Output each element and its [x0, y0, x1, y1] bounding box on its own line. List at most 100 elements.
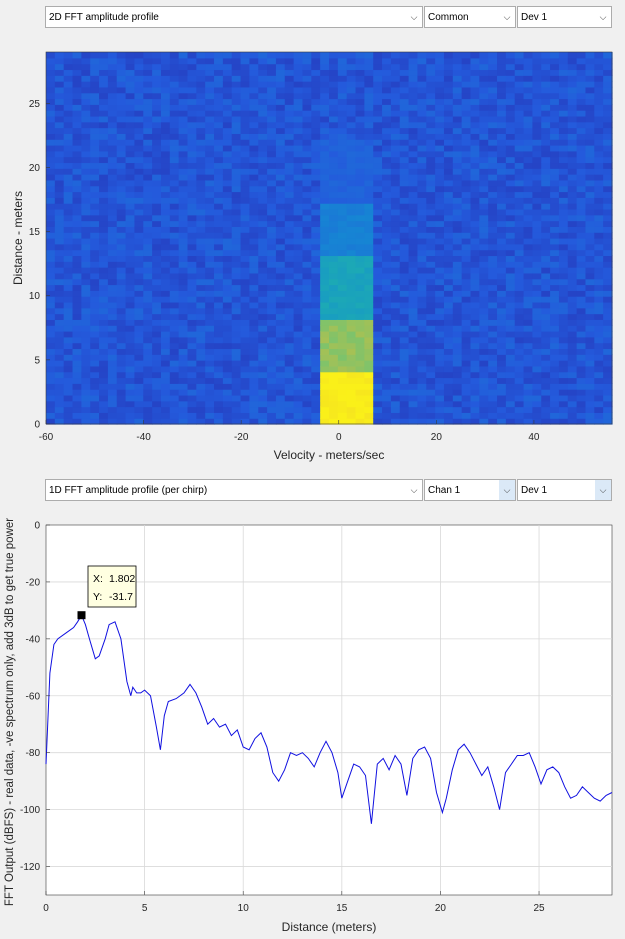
heatmap-cell: [320, 179, 330, 187]
heatmap-cell: [46, 319, 56, 326]
heatmap-cell: [576, 261, 587, 268]
heatmap-cell: [249, 412, 259, 419]
heatmap-cell: [99, 232, 109, 239]
heatmap-cell: [240, 121, 250, 129]
heatmap-cell: [346, 261, 357, 268]
heatmap-cell: [470, 86, 480, 94]
heatmap-cell: [576, 342, 587, 350]
heatmap-cell: [558, 313, 569, 320]
heatmap-cell: [576, 139, 587, 146]
heatmap-cell: [505, 179, 516, 187]
heatmap-cell: [373, 377, 383, 384]
heatmap-cell: [514, 197, 525, 204]
heatmap-cell: [284, 191, 295, 198]
heatmap-cell: [196, 98, 206, 105]
heatmap-cell: [311, 75, 321, 82]
heatmap-cell: [461, 226, 472, 233]
heatmap-cell: [346, 127, 357, 134]
heatmap-cell: [46, 121, 56, 129]
heatmap-cell: [275, 121, 286, 129]
heatmap-cell: [90, 406, 100, 413]
heatmap-cell: [355, 208, 365, 216]
heatmap-cell: [134, 261, 144, 268]
heatmap-cell: [81, 75, 91, 82]
heatmap-cell: [523, 150, 533, 158]
heatmap-cell: [302, 255, 312, 262]
heatmap-cell: [99, 336, 109, 344]
heatmap-cell: [594, 278, 604, 286]
heatmap-cell: [488, 162, 498, 169]
heatmap-cell: [125, 92, 136, 100]
heatmap-cell: [249, 342, 259, 350]
heatmap-cell: [488, 98, 498, 105]
heatmap-cell: [231, 191, 242, 198]
heatmap-cell: [399, 307, 410, 315]
heatmap-cell: [514, 371, 525, 379]
heatmap-cell: [514, 75, 525, 82]
heatmap-cell: [452, 214, 463, 222]
heatmap-cell: [435, 52, 445, 59]
heatmap-cell: [178, 325, 189, 332]
heatmap-cell: [541, 98, 551, 105]
heatmap-cell: [558, 284, 569, 291]
heatmap-cell: [187, 139, 197, 146]
heatmap-cell: [594, 226, 604, 233]
heatmap-cell: [505, 86, 516, 94]
heatmap-cell: [567, 296, 578, 303]
heatmap-cell: [452, 412, 463, 419]
heatmap-cell: [302, 92, 312, 100]
heatmap-cell: [72, 98, 82, 105]
heatmap-cell: [382, 174, 392, 181]
heatmap-cell: [523, 389, 533, 396]
heatmap-cell: [196, 115, 206, 123]
heatmap-cell: [541, 400, 551, 408]
heatmap-cell: [567, 110, 578, 117]
heatmap-cell: [54, 185, 65, 193]
heatmap-cell: [99, 365, 109, 373]
heatmap-cell: [346, 284, 357, 291]
cursor-marker[interactable]: [77, 611, 86, 620]
heatmap-cell: [558, 69, 569, 76]
heatmap-cell: [514, 290, 525, 297]
heatmap-cell: [293, 301, 304, 309]
top-device-select[interactable]: Dev 1 ⌵: [517, 6, 612, 28]
heatmap-cell: [417, 168, 427, 175]
heatmap-cell: [302, 400, 312, 408]
heatmap-cell: [550, 412, 560, 419]
heatmap-cell: [81, 179, 91, 187]
heatmap-cell: [267, 191, 277, 198]
bottom-channel-select[interactable]: Chan 1 ⌵: [424, 479, 516, 501]
heatmap-cell: [160, 197, 171, 204]
heatmap-y-axis-label: Distance - meters: [11, 191, 25, 285]
heatmap-cell: [205, 75, 215, 82]
heatmap-cell: [497, 220, 507, 227]
top-mode-select[interactable]: Common ⌵: [424, 6, 516, 28]
heatmap-cell: [337, 185, 348, 193]
heatmap-cell: [275, 249, 286, 257]
heatmap-cell: [364, 365, 374, 373]
heatmap-cell: [355, 272, 365, 280]
heatmap-cell: [134, 110, 144, 117]
heatmap-cell: [214, 75, 224, 82]
heatmap-cell: [99, 75, 109, 82]
heatmap-cell: [337, 69, 348, 76]
heatmap-cell: [302, 133, 312, 140]
heatmap-cell: [81, 52, 91, 59]
heatmap-cell: [532, 261, 542, 268]
heatmap-cell: [134, 86, 144, 94]
heatmap-cell: [134, 232, 144, 239]
heatmap-cell: [443, 191, 454, 198]
heatmap-cell: [408, 261, 419, 268]
top-view-select[interactable]: 2D FFT amplitude profile ⌵: [45, 6, 423, 28]
heatmap-cell: [116, 354, 127, 361]
heatmap-cell: [320, 115, 330, 123]
heatmap-cell: [311, 255, 321, 262]
heatmap-cell: [320, 313, 330, 320]
heatmap-cell: [585, 267, 595, 274]
bottom-device-select[interactable]: Dev 1 ⌵: [517, 479, 612, 501]
bottom-view-select[interactable]: 1D FFT amplitude profile (per chirp) ⌵: [45, 479, 423, 501]
heatmap-cell: [541, 238, 551, 245]
heatmap-cell: [46, 57, 56, 65]
heatmap-cell: [63, 145, 74, 152]
heatmap-cell: [152, 127, 162, 134]
